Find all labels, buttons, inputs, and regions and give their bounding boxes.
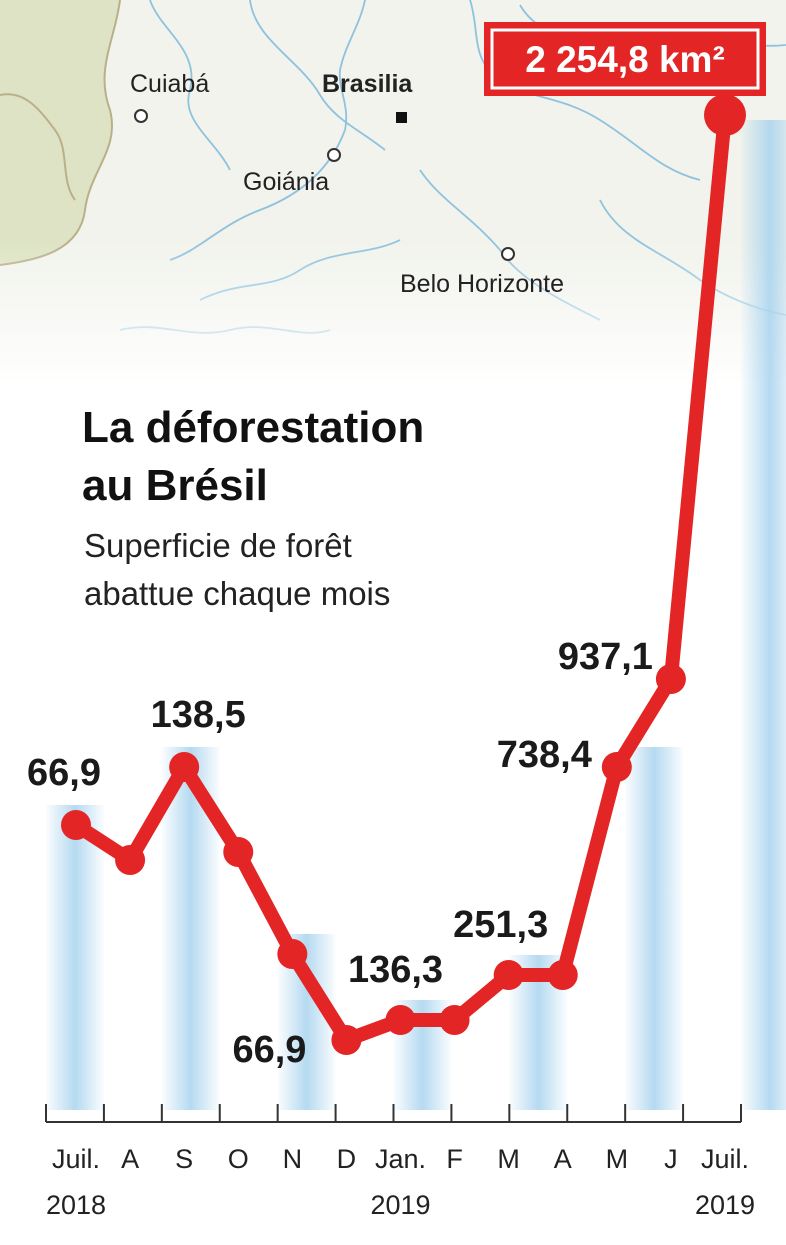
x-axis: Juil. A S O N D Jan. F M A M J Juil. 2018 2019 2019 bbox=[45, 1104, 755, 1220]
data-point bbox=[169, 752, 200, 782]
data-points bbox=[61, 94, 746, 1055]
city-label-goiania: Goiánia bbox=[243, 168, 329, 196]
chart-title-line-1: La déforestation bbox=[82, 403, 424, 452]
city-label-cuiaba: Cuiabá bbox=[130, 70, 209, 98]
data-point bbox=[277, 939, 308, 969]
map-fade bbox=[0, 240, 786, 390]
city-marker-cuiaba bbox=[134, 109, 148, 123]
data-label: 136,3 bbox=[348, 949, 443, 991]
highlight-badge-bg bbox=[484, 22, 766, 96]
chart-title-line-2: au Brésil bbox=[82, 461, 268, 510]
month-stripe bbox=[625, 747, 684, 1110]
data-label: 251,3 bbox=[453, 904, 548, 946]
map-region-west bbox=[0, 0, 120, 265]
x-tick-label: S bbox=[175, 1144, 193, 1174]
x-tick-label: O bbox=[228, 1144, 249, 1174]
city-marker-goiania bbox=[327, 148, 341, 162]
highlight-badge-label: 2 254,8 km² bbox=[525, 39, 725, 80]
data-point bbox=[385, 1005, 416, 1035]
data-label: 66,9 bbox=[27, 752, 101, 794]
x-tick-label: Juil. bbox=[52, 1144, 100, 1174]
x-tick-label: Jan. bbox=[375, 1144, 426, 1174]
highlight-badge: 2 254,8 km² bbox=[484, 22, 766, 96]
map-cities: Cuiabá Brasilia Goiánia Belo Horizonte bbox=[130, 70, 564, 298]
x-tick-label: Juil. bbox=[701, 1144, 749, 1174]
x-year-label: 2019 bbox=[695, 1190, 755, 1220]
data-point bbox=[547, 960, 578, 990]
month-stripe bbox=[741, 120, 786, 1110]
data-label: 138,5 bbox=[151, 694, 246, 736]
chart-subtitle-line-2: abattue chaque mois bbox=[84, 575, 390, 612]
data-label: 937,1 bbox=[558, 636, 653, 678]
city-label-belo-horizonte: Belo Horizonte bbox=[400, 270, 564, 298]
data-label: 738,4 bbox=[497, 734, 592, 776]
month-stripe bbox=[46, 805, 104, 1110]
x-tick-label: A bbox=[121, 1144, 139, 1174]
city-label-brasilia: Brasilia bbox=[322, 70, 413, 98]
data-point bbox=[115, 845, 146, 875]
data-point bbox=[331, 1025, 362, 1055]
data-point bbox=[223, 837, 254, 867]
x-tick-label: N bbox=[283, 1144, 303, 1174]
data-label: 66,9 bbox=[232, 1029, 306, 1071]
data-point bbox=[601, 752, 632, 782]
x-tick-label: J bbox=[664, 1144, 678, 1174]
x-tick-label: M bbox=[606, 1144, 629, 1174]
x-year-label: 2019 bbox=[370, 1190, 430, 1220]
data-point bbox=[704, 94, 746, 136]
x-tick-label: M bbox=[497, 1144, 520, 1174]
data-point bbox=[61, 810, 91, 840]
chart-subtitle-line-1: Superficie de forêt bbox=[84, 527, 352, 564]
data-point bbox=[439, 1005, 470, 1035]
city-marker-belo-horizonte bbox=[501, 247, 515, 261]
map-border-2 bbox=[0, 93, 76, 201]
highlight-badge-frame bbox=[490, 28, 760, 90]
data-point bbox=[493, 960, 524, 990]
x-year-label: 2018 bbox=[46, 1190, 106, 1220]
x-tick-label: A bbox=[554, 1144, 572, 1174]
data-point bbox=[655, 664, 686, 694]
x-tick-label: D bbox=[337, 1144, 357, 1174]
x-tick-label: F bbox=[446, 1144, 463, 1174]
city-marker-brasilia bbox=[396, 112, 407, 123]
